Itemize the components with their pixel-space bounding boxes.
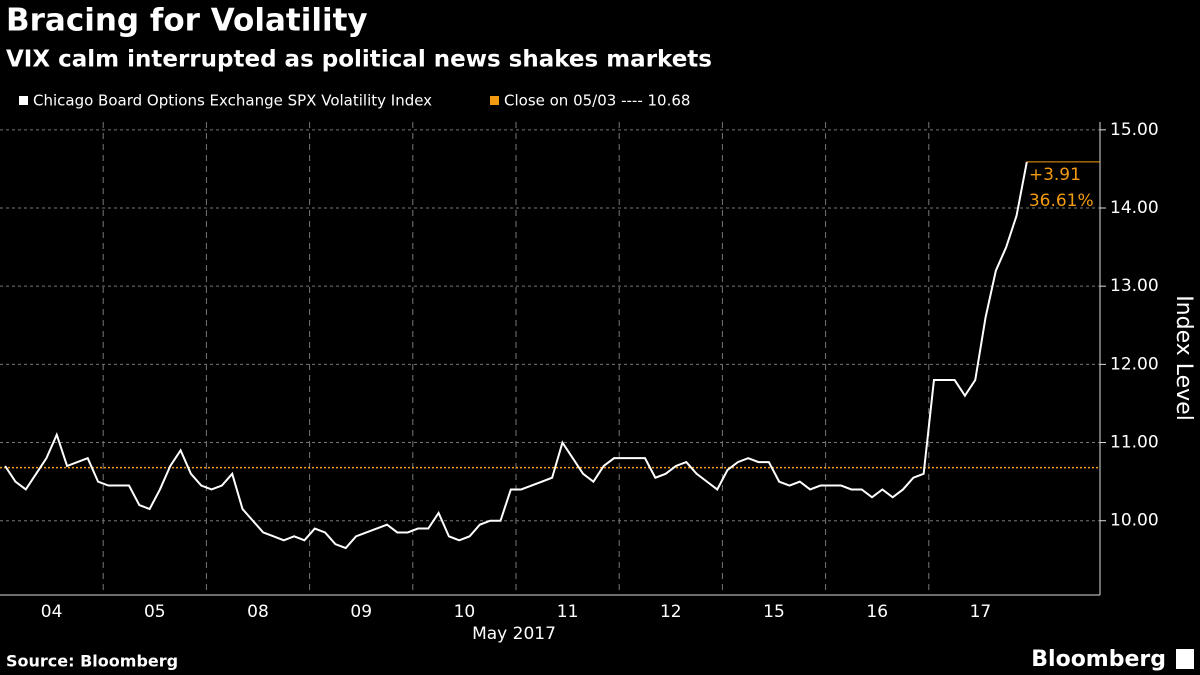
x-tick-label: 09	[350, 602, 372, 622]
brand: Bloomberg	[1031, 647, 1166, 672]
x-tick-label: 11	[557, 602, 579, 622]
legend-label: Close on 05/03 ---- 10.68	[504, 92, 690, 110]
x-tick-label: 16	[866, 602, 888, 622]
x-tick-label: 17	[970, 602, 992, 622]
annotation: +3.91	[1029, 165, 1081, 185]
y-axis-label: Index Level	[1171, 295, 1196, 421]
x-tick-label: 10	[454, 602, 476, 622]
y-tick-label: 11.00	[1110, 433, 1159, 453]
legend-label: Chicago Board Options Exchange SPX Volat…	[33, 92, 432, 110]
source: Source: Bloomberg	[6, 652, 178, 671]
x-axis-label: May 2017	[472, 624, 556, 644]
x-tick-label: 04	[41, 602, 63, 622]
series-line	[4, 161, 1028, 550]
y-tick-label: 15.00	[1110, 120, 1159, 140]
y-tick-label: 13.00	[1110, 276, 1159, 296]
legend-swatch	[19, 96, 28, 105]
y-tick-label: 14.00	[1110, 198, 1159, 218]
x-tick-label: 15	[763, 602, 785, 622]
y-tick-label: 12.00	[1110, 354, 1159, 374]
chart-subtitle: VIX calm interrupted as political news s…	[6, 47, 712, 73]
legend-swatch	[490, 96, 499, 105]
x-tick-label: 08	[247, 602, 269, 622]
chart-title: Bracing for Volatility	[6, 3, 368, 39]
x-tick-label: 05	[144, 602, 166, 622]
annotation: 36.61%	[1029, 191, 1094, 211]
y-tick-label: 10.00	[1110, 511, 1159, 531]
x-tick-label: 12	[660, 602, 682, 622]
brand-icon	[1176, 649, 1194, 669]
